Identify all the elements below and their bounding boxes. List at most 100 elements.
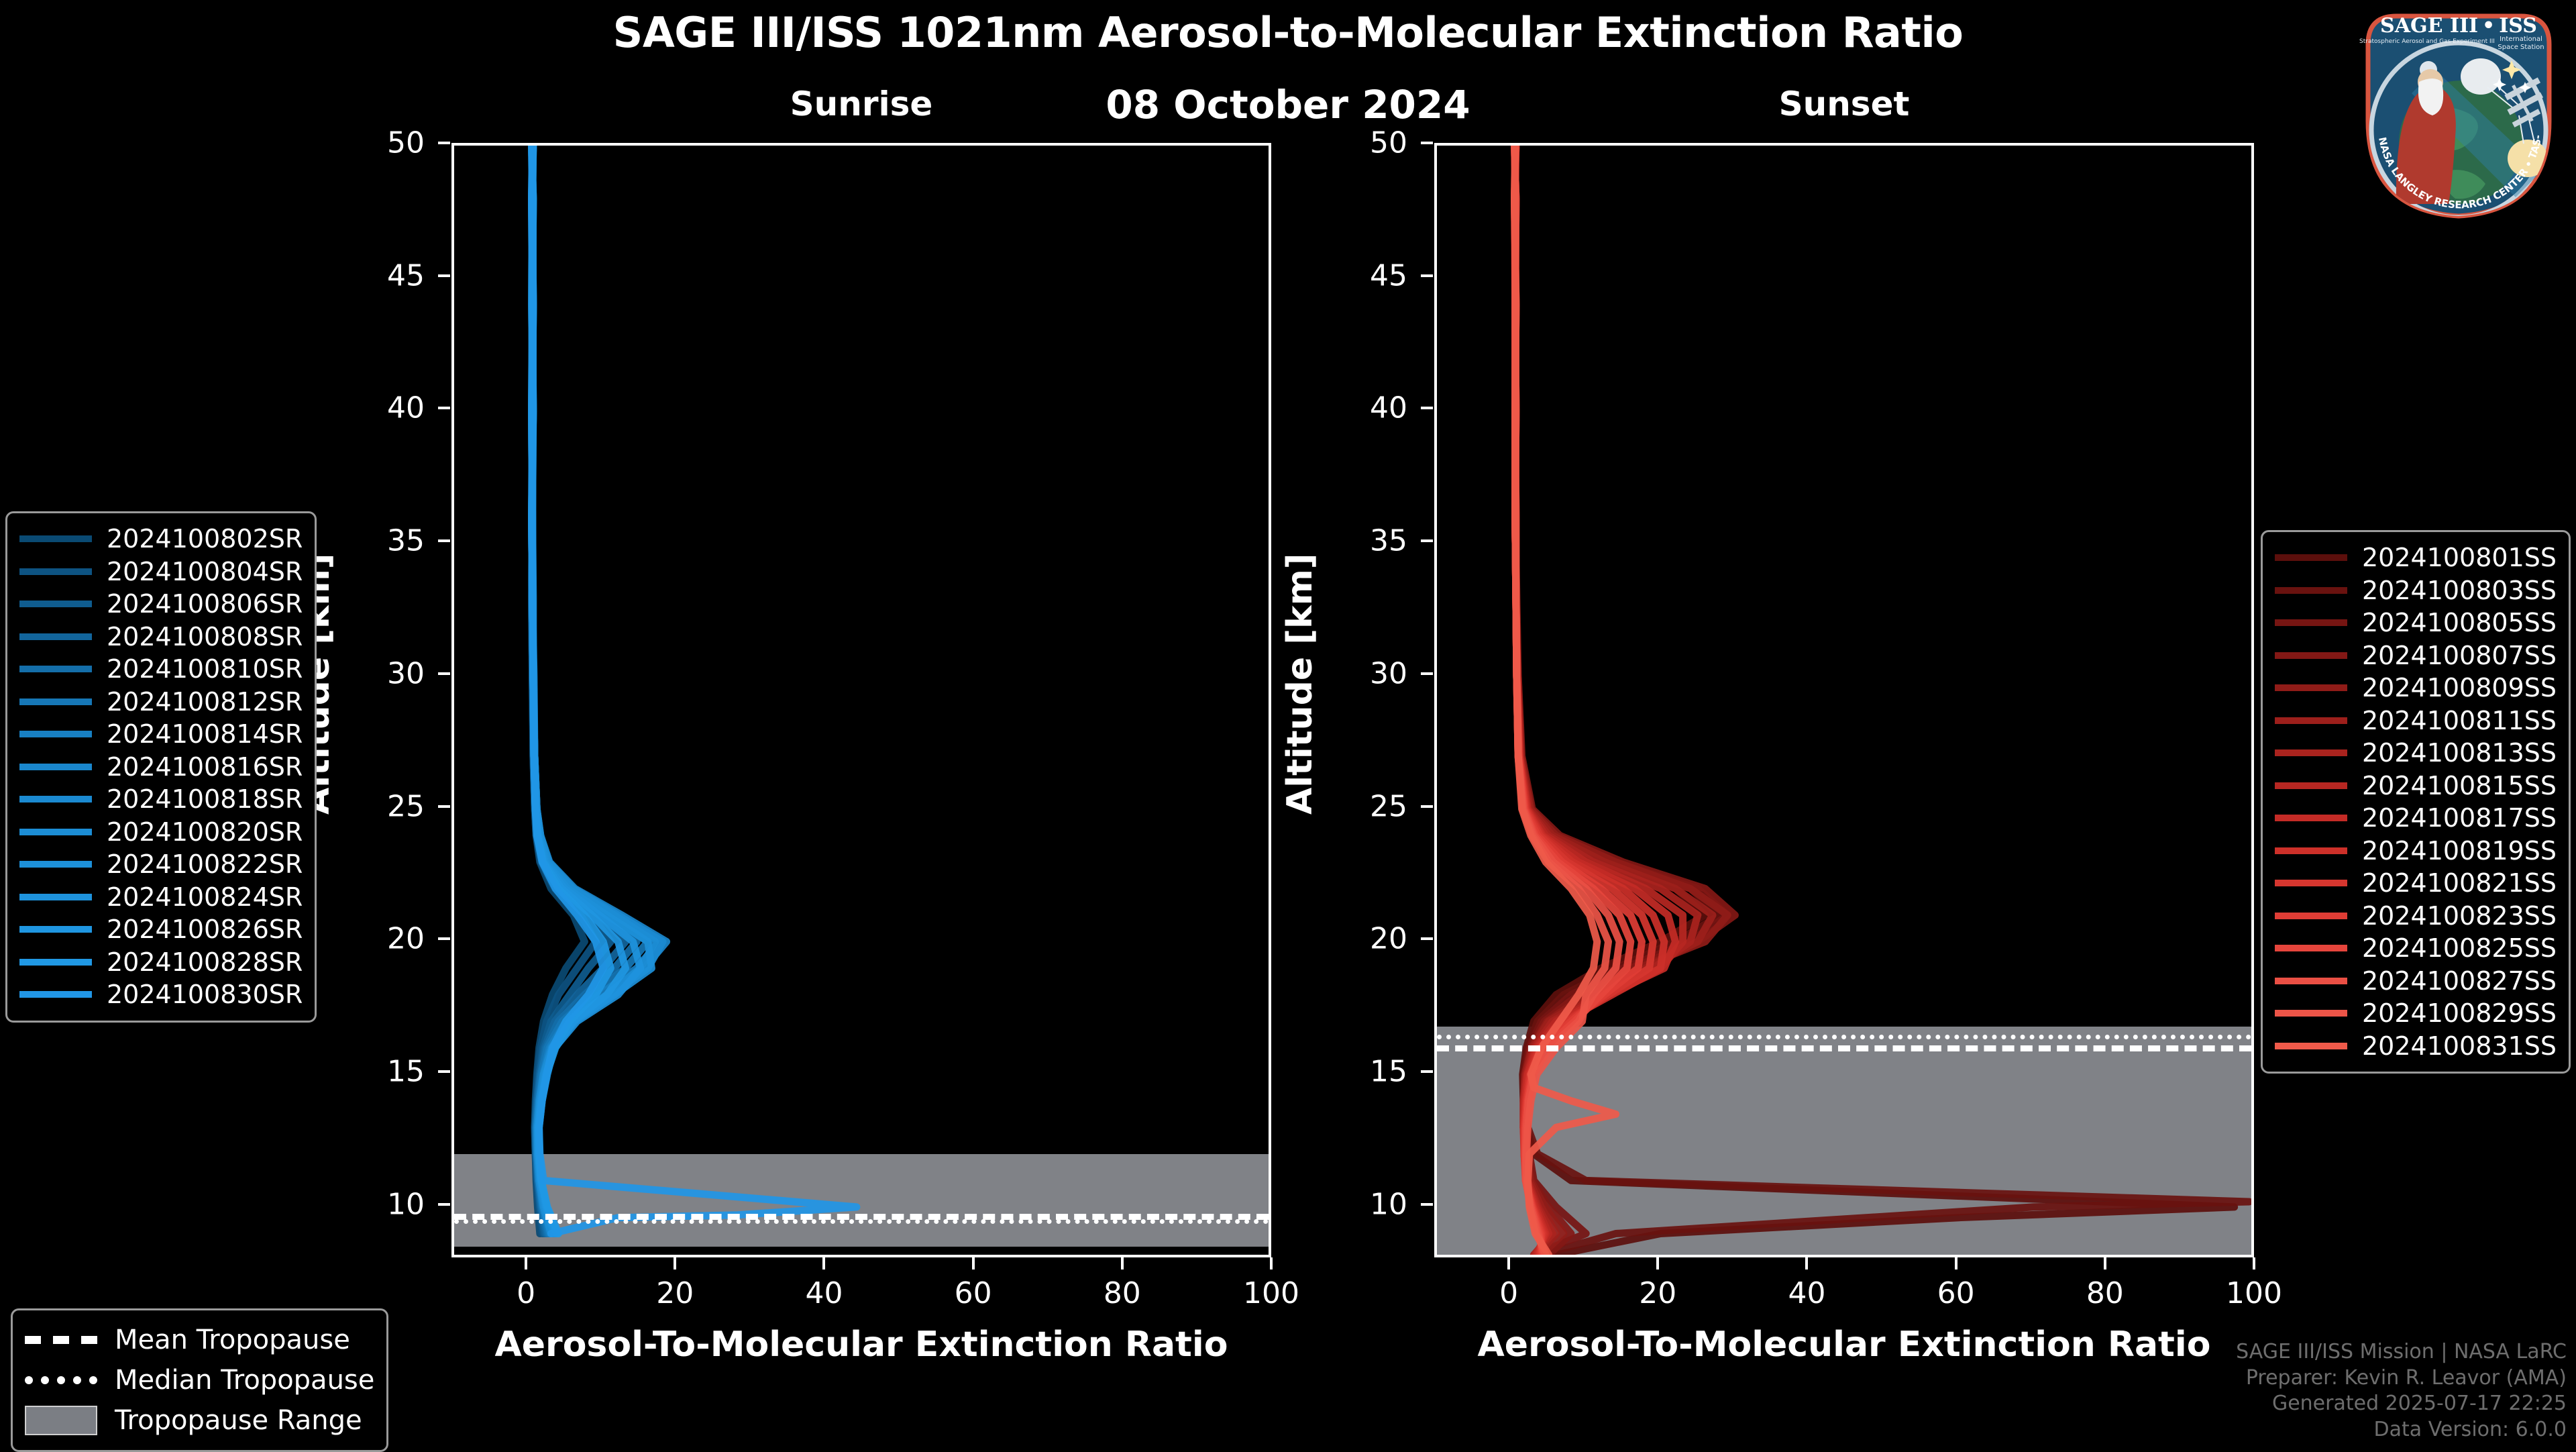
legend-color-swatch — [2274, 977, 2347, 984]
sunset-profile-curves — [1511, 146, 2251, 1255]
legend-color-swatch — [2274, 1010, 2347, 1017]
sunrise-legend-item[interactable]: 2024100802SR — [19, 523, 303, 556]
x-tick-mark — [1120, 1257, 1124, 1269]
legend-color-swatch — [19, 731, 92, 738]
y-tick-label: 35 — [387, 523, 425, 558]
sunrise-legend-item[interactable]: 2024100818SR — [19, 783, 303, 816]
sunset-legend-item[interactable]: 2024100813SS — [2274, 737, 2557, 770]
sunset-legend-item[interactable]: 2024100827SS — [2274, 965, 2557, 998]
y-tick-mark — [1421, 142, 1433, 144]
y-tick-label: 25 — [387, 789, 425, 824]
profile-line — [1511, 146, 2239, 1255]
legend-event-label: 2024100809SS — [2361, 673, 2557, 703]
y-tick-mark — [438, 142, 450, 144]
x-tick-label: 80 — [1103, 1276, 1141, 1310]
page-title: SAGE III/ISS 1021nm Aerosol-to-Molecular… — [612, 8, 1964, 57]
sunrise-legend-item[interactable]: 2024100824SR — [19, 881, 303, 914]
profile-line — [1511, 146, 1620, 1255]
legend-event-label: 2024100828SR — [107, 947, 303, 977]
legend-color-swatch — [19, 958, 92, 966]
y-tick-mark — [438, 672, 450, 675]
sunset-legend-item[interactable]: 2024100801SS — [2274, 541, 2557, 574]
sunrise-profile-curves — [528, 146, 861, 1237]
sunset-legend-item[interactable]: 2024100803SS — [2274, 574, 2557, 607]
y-tick-mark — [438, 407, 450, 410]
y-tick-label: 30 — [1370, 656, 1407, 691]
legend-event-label: 2024100816SR — [107, 751, 303, 782]
sunset-legend: 2024100801SS 2024100803SS 2024100805SS 2024… — [2260, 530, 2571, 1074]
legend-color-swatch — [19, 535, 92, 543]
sunset-legend-item[interactable]: 2024100815SS — [2274, 770, 2557, 802]
y-tick-label: 30 — [387, 656, 425, 691]
x-tick-label: 20 — [656, 1276, 694, 1310]
y-tick-mark — [1421, 937, 1433, 941]
y-tick-label: 20 — [1370, 921, 1407, 956]
sunrise-legend: 2024100802SR 2024100804SR 2024100806SR 2024… — [5, 511, 317, 1023]
mean-tropopause-line — [454, 1213, 1269, 1220]
sunset-legend-item[interactable]: 2024100817SS — [2274, 802, 2557, 835]
sunrise-panel-title: Sunrise — [790, 85, 933, 123]
sunset-legend-item[interactable]: 2024100831SS — [2274, 1030, 2557, 1063]
sunrise-legend-item[interactable]: 2024100812SR — [19, 686, 303, 719]
x-tick-label: 100 — [1243, 1276, 1299, 1310]
legend-color-swatch — [2274, 684, 2347, 692]
legend-color-swatch — [2274, 749, 2347, 757]
y-tick-mark — [1421, 274, 1433, 277]
sunset-legend-item[interactable]: 2024100823SS — [2274, 900, 2557, 933]
sunset-legend-item[interactable]: 2024100819SS — [2274, 835, 2557, 868]
legend-event-label: 2024100803SS — [2361, 575, 2557, 605]
legend-color-swatch — [19, 991, 92, 998]
profile-line — [1511, 146, 2251, 1255]
profile-line — [1511, 146, 1739, 1255]
logo-subtitle-right-2: Space Station — [2498, 44, 2544, 51]
legend-color-swatch — [19, 601, 92, 608]
sunrise-legend-item[interactable]: 2024100810SR — [19, 653, 303, 686]
logo-subtitle-right-1: International — [2500, 36, 2542, 43]
sunrise-legend-item[interactable]: 2024100822SR — [19, 848, 303, 881]
legend-event-label: 2024100830SR — [107, 980, 303, 1010]
sunset-legend-item[interactable]: 2024100809SS — [2274, 672, 2557, 705]
legend-label-median: Median Tropopause — [115, 1365, 375, 1396]
legend-event-label: 2024100801SS — [2361, 543, 2557, 573]
sunset-legend-item[interactable]: 2024100807SS — [2274, 639, 2557, 672]
x-tick-label: 60 — [1937, 1276, 1975, 1310]
credits-line-mission: SAGE III/ISS Mission | NASA LaRC — [2236, 1340, 2567, 1364]
x-tick-label: 80 — [2086, 1276, 2124, 1310]
sunrise-legend-item[interactable]: 2024100814SR — [19, 718, 303, 751]
sun — [2508, 140, 2548, 177]
y-tick-mark — [438, 937, 450, 941]
x-tick-mark — [822, 1257, 826, 1269]
sunrise-legend-item[interactable]: 2024100820SR — [19, 816, 303, 849]
sunset-legend-item[interactable]: 2024100829SS — [2274, 997, 2557, 1030]
legend-color-swatch — [2274, 847, 2347, 854]
sunrise-legend-item[interactable]: 2024100830SR — [19, 978, 303, 1011]
sunrise-legend-item[interactable]: 2024100804SR — [19, 556, 303, 588]
legend-item-tropopause-range: Tropopause Range — [25, 1400, 374, 1441]
sunset-legend-item[interactable]: 2024100821SS — [2274, 867, 2557, 900]
legend-event-label: 2024100819SS — [2361, 835, 2557, 866]
sunrise-legend-item[interactable]: 2024100806SR — [19, 588, 303, 621]
y-tick-label: 10 — [387, 1187, 425, 1222]
x-tick-mark — [1507, 1257, 1511, 1269]
sunset-legend-item[interactable]: 2024100825SS — [2274, 932, 2557, 965]
y-tick-mark — [438, 539, 450, 543]
y-tick-mark — [1421, 1070, 1433, 1074]
legend-event-label: 2024100829SS — [2361, 998, 2557, 1029]
x-axis-label: Aerosol-To-Molecular Extinction Ratio — [494, 1325, 1228, 1365]
sunrise-legend-item[interactable]: 2024100826SR — [19, 913, 303, 946]
sunrise-legend-item[interactable]: 2024100808SR — [19, 621, 303, 654]
credits-line-version: Data Version: 6.0.0 — [2373, 1417, 2567, 1441]
legend-color-swatch — [2274, 880, 2347, 887]
y-axis-label: Altitude [km] — [1280, 552, 1320, 815]
sunrise-legend-item[interactable]: 2024100828SR — [19, 946, 303, 979]
legend-event-label: 2024100825SS — [2361, 933, 2557, 964]
tropopause-legend: Mean Tropopause Median Tropopause Tropop… — [11, 1308, 389, 1452]
sunrise-legend-item[interactable]: 2024100816SR — [19, 751, 303, 784]
legend-color-swatch — [2274, 554, 2347, 562]
sunset-legend-item[interactable]: 2024100811SS — [2274, 705, 2557, 737]
y-tick-mark — [1421, 539, 1433, 543]
sunset-legend-item[interactable]: 2024100805SS — [2274, 607, 2557, 639]
x-tick-label: 40 — [1788, 1276, 1826, 1310]
x-tick-label: 20 — [1639, 1276, 1677, 1310]
y-tick-label: 45 — [387, 258, 425, 293]
